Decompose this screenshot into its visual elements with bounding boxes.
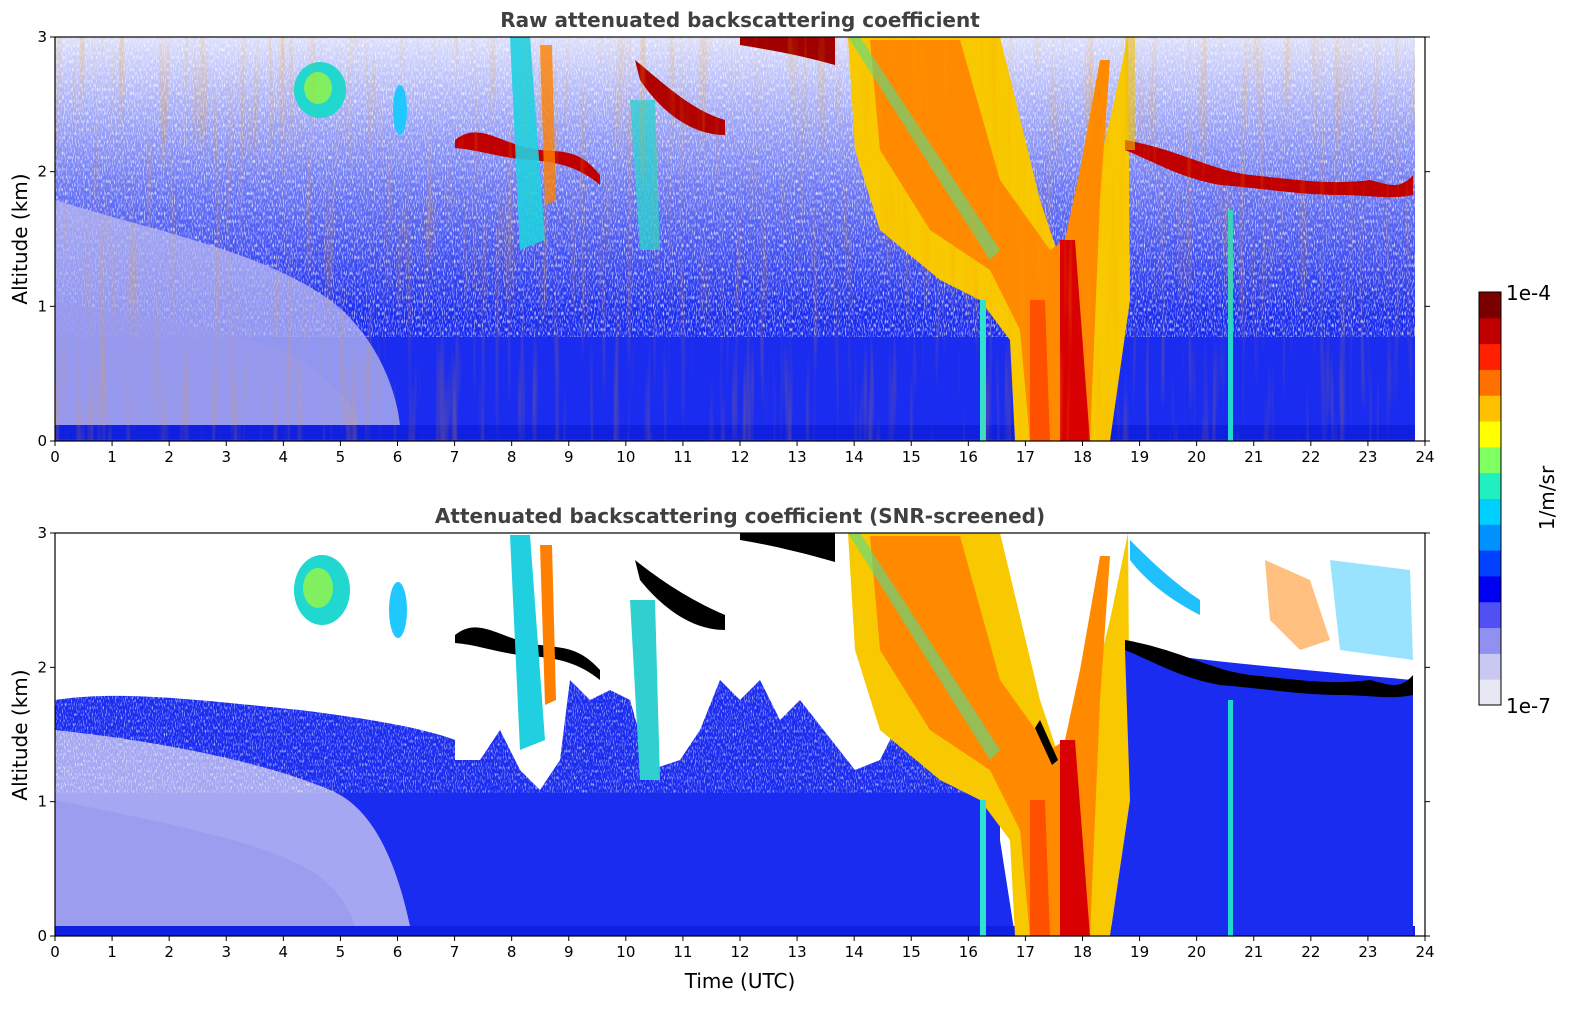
x-tick-label: 20 — [1187, 943, 1206, 961]
y-tick-label: 3 — [37, 28, 47, 46]
x-tick-label: 4 — [279, 943, 289, 961]
x-tick-label: 13 — [788, 943, 807, 961]
colorbar-segment — [1479, 627, 1501, 654]
colorbar-unit-label: 1/m/sr — [1535, 465, 1559, 530]
colorbar-segment — [1479, 421, 1501, 448]
colorbar-segment — [1479, 575, 1501, 603]
x-tick-label: 22 — [1301, 943, 1320, 961]
x-tick-label: 17 — [1016, 448, 1035, 466]
x-tick-label: 11 — [673, 448, 692, 466]
colorbar-max-label: 1e-4 — [1506, 281, 1551, 305]
y-tick-label: 2 — [37, 658, 47, 676]
colorbar-segment — [1479, 343, 1501, 370]
x-tick-label: 16 — [959, 943, 978, 961]
x-tick-label: 1 — [107, 943, 117, 961]
x-tick-label: 7 — [450, 943, 460, 961]
x-tick-label: 0 — [50, 943, 60, 961]
colorbar-segment — [1479, 550, 1501, 577]
x-tick-label: 15 — [902, 448, 921, 466]
bottom-heatmap-panel: 0 1 2 3 4 5 6 7 8 9 10 11 12 13 14 15 16 17 18 19 20 21 22 23 24… — [8, 524, 1435, 993]
colorbar-segment — [1479, 292, 1501, 319]
top-panel-title: Raw attenuated backscattering coefficien… — [500, 8, 980, 32]
x-tick-label: 2 — [164, 943, 174, 961]
colorbar-segment — [1479, 317, 1501, 345]
colorbar-segment — [1479, 601, 1501, 629]
x-tick-label: 1 — [107, 448, 117, 466]
x-tick-label: 22 — [1301, 448, 1320, 466]
x-tick-label: 5 — [336, 943, 346, 961]
x-tick-label: 21 — [1244, 448, 1263, 466]
x-tick-label: 12 — [730, 448, 749, 466]
y-tick-label: 2 — [37, 163, 47, 181]
x-tick-label: 6 — [393, 448, 403, 466]
x-tick-label: 11 — [673, 943, 692, 961]
x-tick-label: 14 — [845, 448, 864, 466]
x-tick-label: 19 — [1130, 448, 1149, 466]
colorbar-frame — [1478, 291, 1502, 706]
x-tick-label: 4 — [279, 448, 289, 466]
x-tick-label: 3 — [221, 448, 231, 466]
x-tick-label: 16 — [959, 448, 978, 466]
x-tick-label: 8 — [507, 943, 517, 961]
colorbar-segment — [1479, 524, 1501, 551]
x-tick-label: 14 — [845, 943, 864, 961]
x-tick-label: 20 — [1187, 448, 1206, 466]
x-tick-label: 18 — [1073, 448, 1092, 466]
top-y-axis: 0 1 2 3 — [37, 28, 1430, 450]
x-tick-label: 18 — [1073, 943, 1092, 961]
x-tick-label: 6 — [393, 943, 403, 961]
colorbar-segment — [1479, 369, 1501, 396]
x-tick-label: 24 — [1415, 448, 1434, 466]
x-tick-label: 10 — [616, 943, 635, 961]
top-heatmap-panel: 0 1 2 3 4 5 6 7 8 9 10 11 12 13 14 15 16 17 18 19 20 21 22 23 24… — [8, 28, 1435, 466]
y-tick-label: 0 — [37, 927, 47, 945]
colorbar-segment — [1479, 395, 1501, 422]
x-tick-label: 7 — [450, 448, 460, 466]
colorbar-segment — [1479, 679, 1501, 706]
colorbar: 1e-4 1e-7 1/m/sr — [1478, 281, 1559, 718]
colorbar-segment — [1479, 446, 1501, 474]
x-tick-label: 23 — [1358, 943, 1377, 961]
colorbar-segments — [1479, 292, 1501, 706]
x-tick-label: 2 — [164, 448, 174, 466]
x-tick-label: 3 — [221, 943, 231, 961]
x-tick-label: 5 — [336, 448, 346, 466]
y-tick-label: 1 — [37, 793, 47, 811]
colorbar-segment — [1479, 472, 1501, 499]
x-tick-label: 17 — [1016, 943, 1035, 961]
x-tick-label: 12 — [730, 943, 749, 961]
bottom-y-axis: 0 1 2 3 — [37, 524, 1430, 945]
colorbar-min-label: 1e-7 — [1506, 694, 1551, 718]
x-tick-label: 8 — [507, 448, 517, 466]
x-tick-label: 10 — [616, 448, 635, 466]
bottom-panel-title: Attenuated backscattering coefficient (S… — [435, 504, 1045, 528]
x-tick-label: 21 — [1244, 943, 1263, 961]
colorbar-segment — [1479, 653, 1501, 680]
x-tick-label: 13 — [788, 448, 807, 466]
x-tick-label: 0 — [50, 448, 60, 466]
x-tick-label: 15 — [902, 943, 921, 961]
bottom-x-axis: 0 1 2 3 4 5 6 7 8 9 10 11 12 13 14 15 16 17 18 19 20 21 22 23 24 — [50, 936, 1435, 961]
x-tick-label: 23 — [1358, 448, 1377, 466]
bottom-y-axis-label: Altitude (km) — [8, 669, 32, 800]
x-axis-label: Time (UTC) — [684, 969, 796, 993]
top-y-axis-label: Altitude (km) — [8, 173, 32, 304]
bottom-heatmap-cells — [55, 533, 1425, 936]
x-tick-label: 24 — [1415, 943, 1434, 961]
top-heatmap-cells — [55, 37, 1415, 441]
x-tick-label: 9 — [564, 943, 574, 961]
y-tick-label: 0 — [37, 432, 47, 450]
x-tick-label: 9 — [564, 448, 574, 466]
y-tick-label: 1 — [37, 297, 47, 315]
top-x-axis: 0 1 2 3 4 5 6 7 8 9 10 11 12 13 14 15 16 17 18 19 20 21 22 23 24 — [50, 441, 1435, 466]
x-tick-label: 19 — [1130, 943, 1149, 961]
colorbar-segment — [1479, 498, 1501, 525]
y-tick-label: 3 — [37, 524, 47, 542]
